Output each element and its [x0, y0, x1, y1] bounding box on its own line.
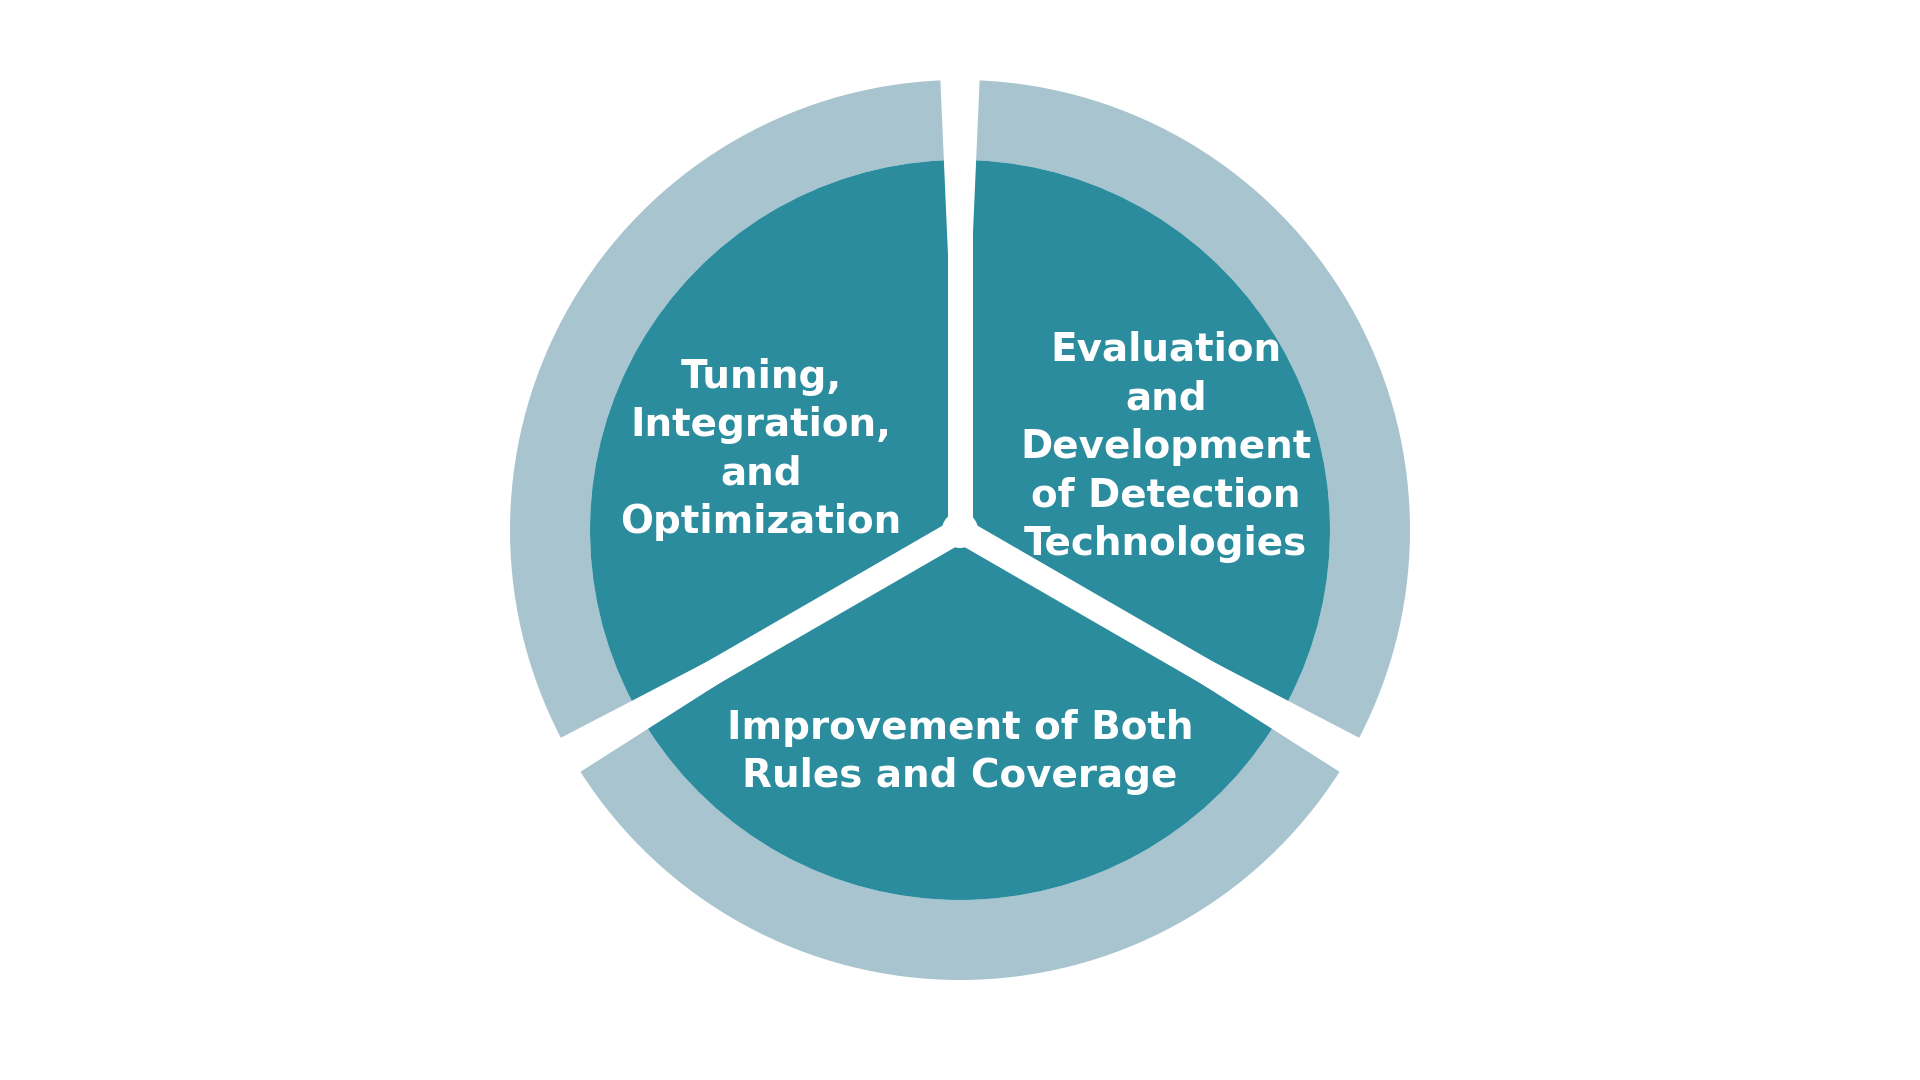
Text: Tuning,
Integration,
and
Optimization: Tuning, Integration, and Optimization [620, 357, 902, 541]
Wedge shape [511, 80, 945, 738]
Polygon shape [1331, 650, 1373, 703]
Polygon shape [874, 102, 924, 150]
Polygon shape [624, 765, 672, 819]
Circle shape [943, 512, 977, 548]
Wedge shape [580, 729, 1340, 980]
Wedge shape [975, 80, 1409, 738]
Wedge shape [647, 530, 1273, 900]
Wedge shape [589, 160, 960, 701]
Wedge shape [960, 160, 1331, 701]
Text: Improvement of Both
Rules and Coverage: Improvement of Both Rules and Coverage [728, 708, 1192, 795]
Text: Evaluation
and
Development
of Detection
Technologies: Evaluation and Development of Detection … [1020, 330, 1311, 563]
